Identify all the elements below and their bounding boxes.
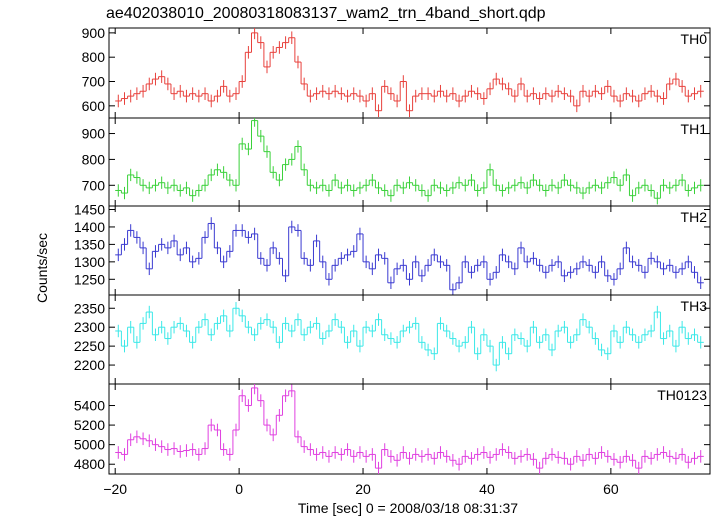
- panel-label: TH3: [681, 298, 708, 314]
- x-tick-label: 60: [603, 481, 619, 497]
- y-axis-label: Counts/sec: [34, 233, 50, 303]
- panel-label: TH2: [681, 209, 708, 225]
- y-tick-label: 900: [82, 25, 106, 41]
- y-tick-label: 1450: [74, 201, 105, 217]
- series-th0123: [115, 384, 704, 474]
- x-tick-label: −20: [103, 481, 127, 497]
- y-tick-label: 2350: [74, 300, 105, 316]
- panel-label: TH0123: [657, 387, 707, 403]
- y-tick-label: 2200: [74, 357, 105, 373]
- x-axis-label: Time [sec] 0 = 2008/03/18 08:31:37: [298, 500, 518, 516]
- series-th0: [115, 28, 704, 118]
- y-tick-label: 1250: [74, 271, 105, 287]
- x-tick-label: 20: [355, 481, 371, 497]
- y-tick-label: 5400: [74, 398, 105, 414]
- y-tick-label: 900: [82, 126, 106, 142]
- panel-th0123: 4800 5000 5200 5400 TH0123: [74, 383, 711, 475]
- series-th3: [115, 302, 704, 372]
- chart-title: ae402038010_20080318083137_wam2_trn_4ban…: [106, 5, 546, 22]
- series-th1: [115, 118, 704, 205]
- panel-th1: 700 800 900 TH1: [82, 117, 711, 207]
- x-tick-label: 0: [235, 481, 243, 497]
- y-tick-label: 1350: [74, 236, 105, 252]
- y-tick-label: 2300: [74, 319, 105, 335]
- y-tick-label: 4800: [74, 456, 105, 472]
- y-tick-label: 1400: [74, 219, 105, 235]
- y-tick-label: 5200: [74, 417, 105, 433]
- series-th2: [115, 217, 704, 295]
- y-tick-label: 700: [82, 74, 106, 90]
- panel-frame: [108, 383, 711, 475]
- panel-th0: 600 700 800 900 TH0: [82, 25, 711, 119]
- x-tick-label: 40: [479, 481, 495, 497]
- y-tick-label: 5000: [74, 437, 105, 453]
- panel-label: TH0: [681, 31, 708, 47]
- panel-label: TH1: [681, 121, 708, 137]
- y-tick-label: 800: [82, 49, 106, 65]
- y-tick-label: 600: [82, 98, 106, 114]
- panel-th3: 2200 2250 2300 2350 TH3: [74, 294, 711, 385]
- y-tick-label: 800: [82, 151, 106, 167]
- y-tick-label: 1300: [74, 254, 105, 270]
- y-tick-label: 700: [82, 177, 106, 193]
- y-tick-label: 2250: [74, 338, 105, 354]
